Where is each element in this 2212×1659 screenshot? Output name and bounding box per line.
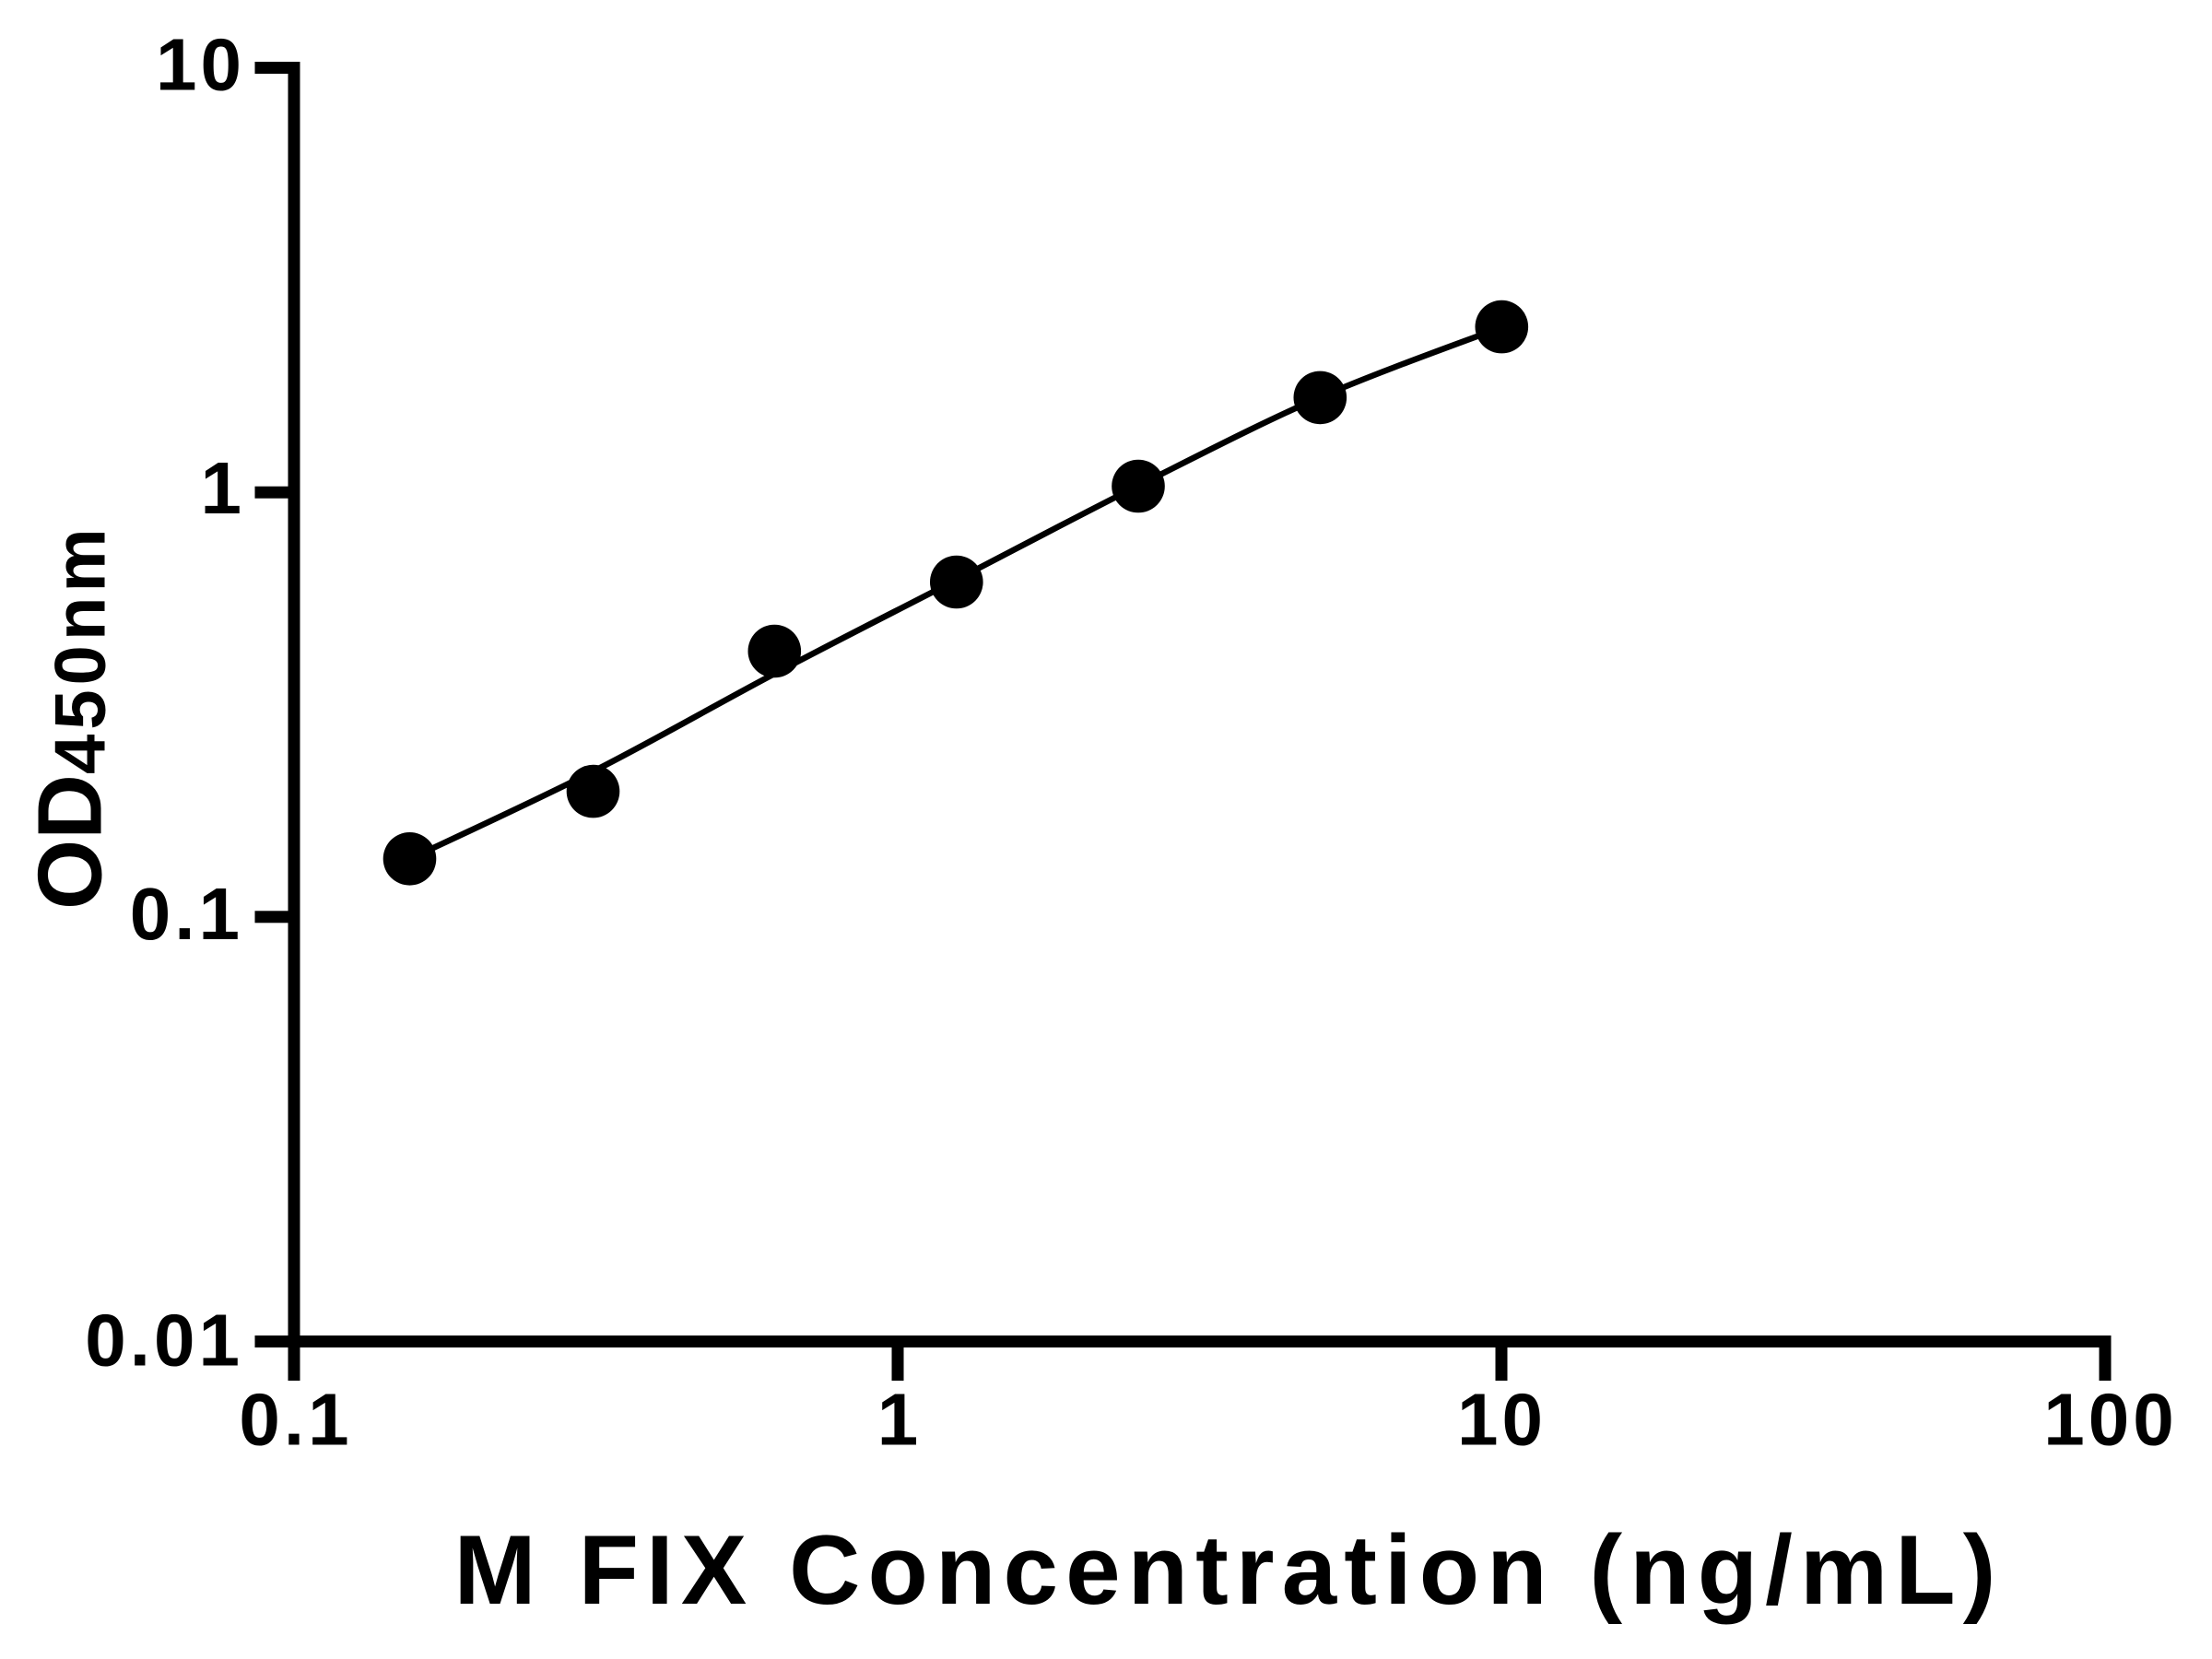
svg-text:100: 100 (2043, 1379, 2177, 1461)
svg-text:10: 10 (1457, 1379, 1547, 1461)
svg-text:1: 1 (201, 447, 246, 529)
svg-text:0.1: 0.1 (130, 873, 243, 955)
svg-text:M FIX Concentration (ng/mL): M FIX Concentration (ng/mL) (454, 1514, 2004, 1625)
svg-text:0.1: 0.1 (239, 1379, 352, 1461)
svg-text:10: 10 (156, 24, 245, 106)
svg-text:OD450nm: OD450nm (19, 524, 121, 910)
svg-text:1: 1 (877, 1379, 923, 1461)
svg-text:0.01: 0.01 (85, 1300, 243, 1382)
